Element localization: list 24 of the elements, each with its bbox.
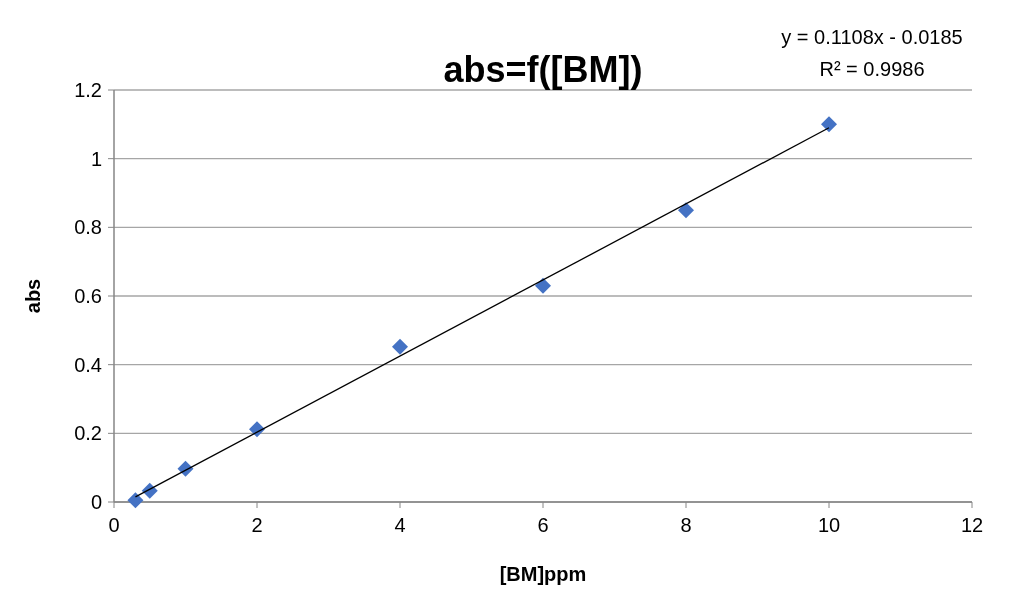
x-tick-label: 12 xyxy=(960,514,984,536)
x-tick-label: 6 xyxy=(537,514,549,536)
y-axis-title: abs xyxy=(22,278,44,314)
y-tick-label: 1 xyxy=(90,147,102,170)
x-tick-label: 4 xyxy=(394,514,406,536)
y-tick-label: 0.8 xyxy=(74,216,102,239)
point xyxy=(821,116,837,133)
text: R² = 0.9986 xyxy=(819,58,925,80)
point xyxy=(127,492,144,509)
text: y = 0.1108x - 0.0185 xyxy=(781,26,963,48)
point xyxy=(392,338,408,355)
x-tick-label: 8 xyxy=(680,514,692,536)
y-tick-label: 1.2 xyxy=(74,79,102,101)
y-tick-label: 0.6 xyxy=(74,285,102,307)
point xyxy=(678,202,694,219)
x-tick-label: 0 xyxy=(108,514,120,536)
y-tick-label: 0.2 xyxy=(74,422,102,445)
x-axis-title: [BM]ppm xyxy=(499,563,587,585)
x-tick-label: 10 xyxy=(817,514,841,536)
chart-title: abs=f([BM]) xyxy=(443,49,643,90)
y-tick-label: 0.4 xyxy=(74,353,102,376)
y-tick-label: 0 xyxy=(90,491,102,513)
x-tick-label: 2 xyxy=(251,514,263,536)
point xyxy=(535,277,551,294)
